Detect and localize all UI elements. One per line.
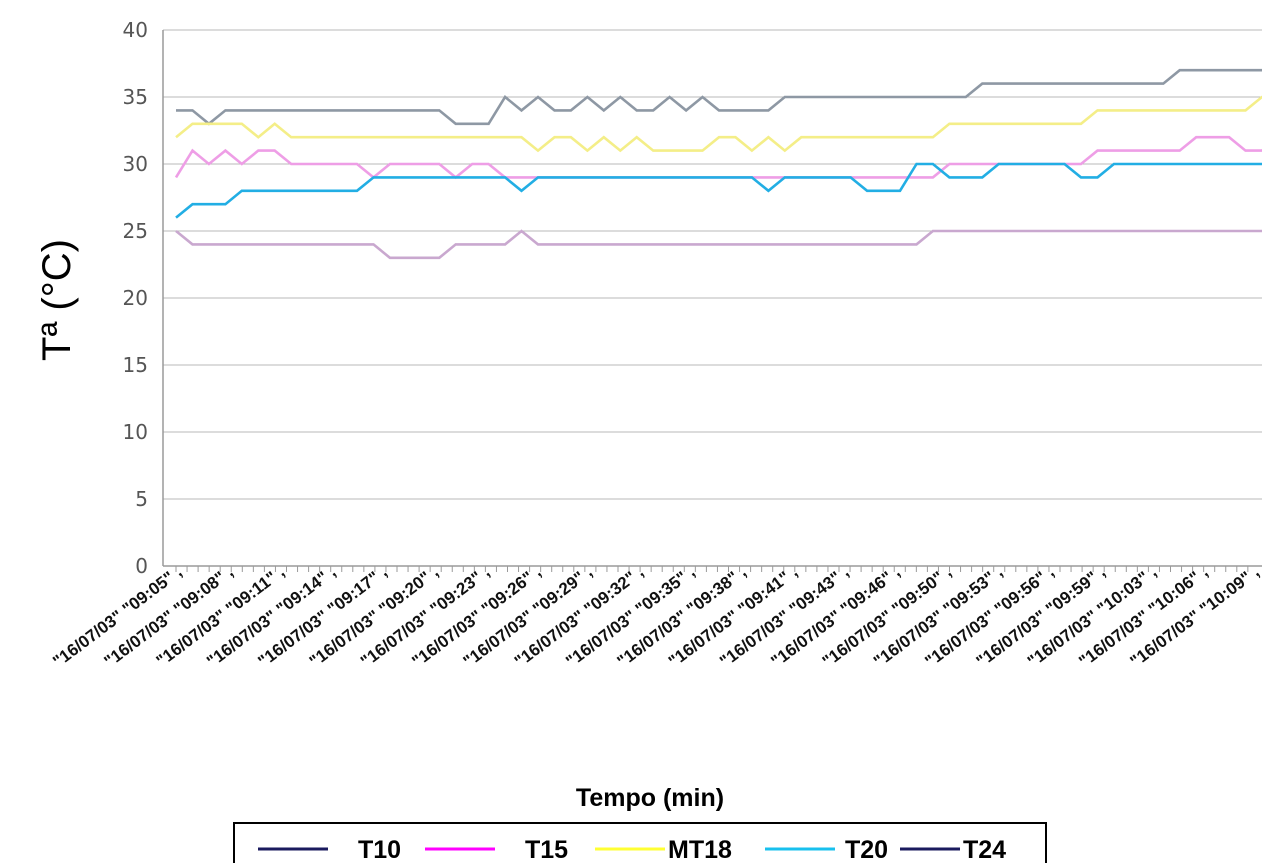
series-lines	[174, 68, 1262, 260]
x-axis-title: Tempo (min)	[576, 784, 724, 812]
legend: T10 T15 MT18 T20 T24	[233, 822, 1047, 863]
series-line-mt18	[175, 95, 1262, 153]
y-axis: 0 5 10 15 20 25 30 35 40	[123, 18, 164, 578]
y-tick-label: 15	[123, 353, 148, 377]
legend-frame	[233, 822, 1047, 863]
y-tick-label: 30	[123, 152, 148, 176]
series-line-t15	[174, 135, 1262, 180]
series-line-t24	[175, 229, 1262, 260]
series-line-t20	[175, 162, 1262, 219]
legend-label-t20: T20	[845, 836, 888, 863]
y-tick-label: 40	[123, 18, 148, 42]
series-line-t10	[176, 68, 1262, 126]
legend-label-t10: T10	[358, 836, 401, 863]
y-tick-label: 0	[135, 554, 148, 578]
legend-label-t15: T15	[525, 836, 568, 863]
y-tick-label: 5	[135, 487, 148, 511]
y-tick-label: 10	[123, 420, 148, 444]
legend-label-t24: T24	[963, 836, 1006, 863]
y-tick-label: 20	[123, 286, 148, 310]
y-tick-label: 35	[123, 85, 148, 109]
y-axis-title: Tª (°C)	[35, 239, 79, 361]
y-tick-label: 25	[123, 219, 148, 243]
legend-label-mt18: MT18	[668, 836, 732, 863]
x-axis: "16/07/03" "09:05" ,"16/07/03" "09:08" ,…	[49, 562, 1262, 671]
